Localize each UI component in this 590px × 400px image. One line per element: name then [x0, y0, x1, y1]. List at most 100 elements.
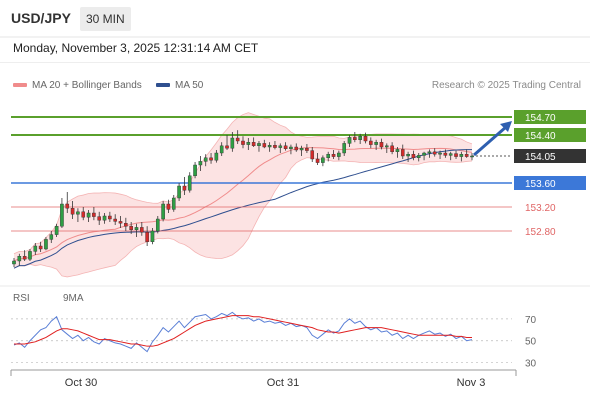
candle-body	[81, 211, 86, 218]
candle-body	[230, 137, 235, 149]
forecast-arrow-head	[500, 121, 512, 132]
bollinger-band	[14, 112, 472, 277]
candle-body	[171, 197, 176, 210]
candle-body	[102, 215, 107, 221]
candle-body	[124, 222, 128, 227]
candle-body	[289, 146, 293, 149]
candle-body	[76, 211, 80, 215]
candle-body	[225, 145, 229, 149]
candle-body	[145, 231, 149, 242]
candle-body	[459, 153, 464, 157]
candle-body	[379, 141, 384, 148]
ma9-label: 9MA	[63, 293, 84, 304]
candle-body	[374, 141, 378, 145]
candle-body	[411, 153, 416, 158]
candle-body	[464, 153, 469, 157]
candle-body	[257, 143, 261, 146]
legend-rsi: RSI	[13, 293, 30, 304]
candle-body	[182, 185, 187, 191]
ma20-line	[13, 147, 473, 262]
candle-body	[400, 149, 405, 157]
candle-body	[283, 145, 288, 150]
credit-label: Research © 2025 Trading Central	[431, 80, 581, 91]
candle-body	[60, 203, 64, 227]
rsi-tick-label: 50	[525, 337, 537, 348]
candle-body	[97, 216, 102, 221]
candle-body	[326, 153, 331, 158]
candle-body	[432, 151, 437, 155]
candle-body	[241, 140, 245, 145]
candle-body	[134, 227, 139, 230]
candle-body	[193, 164, 197, 177]
candle-body	[337, 152, 341, 157]
candle-body	[305, 147, 309, 151]
candle-body	[161, 203, 165, 220]
forecast-arrow-shaft	[473, 125, 507, 157]
level-tag-resistance	[514, 128, 586, 142]
candle-body	[262, 143, 267, 148]
candle-body	[454, 153, 458, 157]
legend-ma20: MA 20 + Bollinger Bands	[13, 80, 142, 91]
candle-body	[54, 225, 59, 235]
candle-body	[321, 157, 325, 163]
rsi-tick-label: 70	[525, 315, 537, 326]
candle-body	[294, 146, 299, 151]
candle-body	[22, 256, 27, 260]
candle-body	[273, 144, 277, 148]
candle-body	[267, 144, 272, 148]
candle-body	[92, 212, 96, 217]
level-label-support: 153.20	[525, 203, 556, 214]
candle-body	[28, 251, 32, 260]
candle-body	[38, 245, 43, 250]
x-tick-label: Oct 30	[65, 377, 97, 389]
candle-body	[310, 150, 315, 160]
candle-body	[12, 260, 16, 265]
level-label-resistance: 154.40	[525, 131, 556, 142]
candle-body	[315, 158, 320, 163]
ma50-swatch	[156, 83, 170, 88]
candle-body	[198, 161, 203, 166]
ma20-label: MA 20 + Bollinger Bands	[32, 80, 142, 91]
candle-body	[33, 245, 38, 252]
level-tag-resistance	[514, 110, 586, 124]
chart-header: USD/JPY 30 MIN	[0, 0, 590, 38]
candle-body	[44, 239, 48, 250]
candle-body	[177, 185, 181, 199]
datetime-divider	[0, 62, 590, 63]
last-price-label: 154.05	[525, 152, 556, 163]
candle-body	[443, 152, 448, 156]
rsi-tick-label: 30	[525, 359, 537, 370]
candle-body	[235, 137, 240, 142]
datetime-label: Monday, November 3, 2025 12:31:14 AM CET	[13, 41, 259, 55]
candle-body	[278, 145, 283, 148]
rsi-series-line	[14, 315, 472, 347]
candle-body	[363, 135, 368, 142]
candle-body	[299, 147, 304, 151]
candle-body	[129, 225, 133, 230]
candle-body	[108, 215, 112, 220]
candle-body	[203, 157, 208, 162]
candle-body	[406, 153, 410, 157]
candle-body	[209, 157, 213, 161]
candle-body	[251, 141, 256, 146]
candle-body	[369, 140, 373, 145]
candle-body	[140, 227, 144, 233]
symbol-label: USD/JPY	[11, 10, 71, 26]
candle-body	[448, 153, 453, 156]
last-price-tag	[514, 149, 586, 163]
candle-body	[438, 152, 442, 155]
candle-body	[390, 145, 394, 153]
level-label-resistance: 154.70	[525, 113, 556, 124]
candle-body	[395, 149, 400, 152]
candle-body	[65, 203, 70, 209]
candle-body	[470, 155, 474, 158]
candle-body	[422, 152, 426, 156]
candle-body	[17, 256, 22, 262]
candle-body	[214, 152, 219, 161]
candle-body	[166, 203, 171, 210]
ma50-label: MA 50	[175, 80, 204, 91]
x-tick-label: Nov 3	[457, 377, 486, 389]
timeframe-button[interactable]: 30 MIN	[80, 7, 131, 31]
level-tag-pivot	[514, 176, 586, 190]
